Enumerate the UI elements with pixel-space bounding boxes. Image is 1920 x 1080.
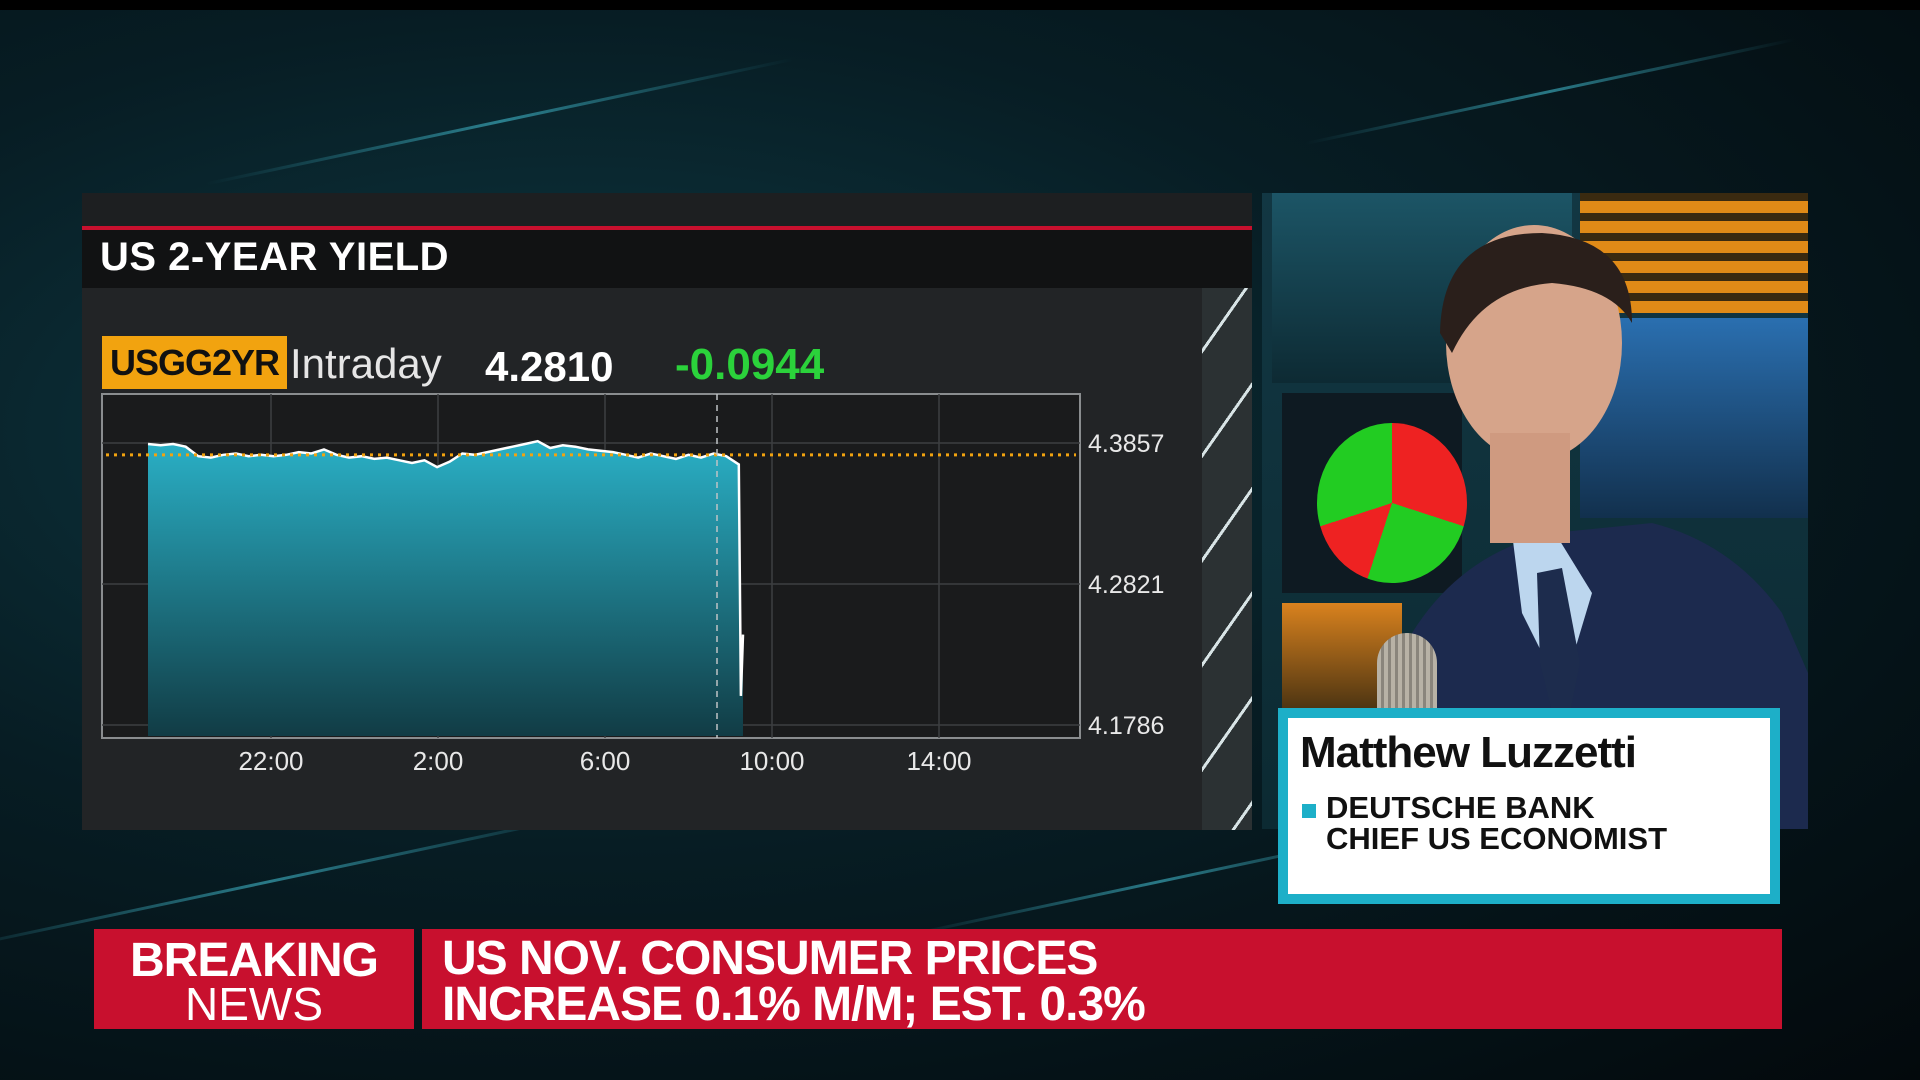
x-tick-label: 22:00 <box>238 746 303 776</box>
breaking-label: BREAKING <box>129 934 379 987</box>
panel-accent-line <box>82 226 1252 230</box>
panel-header <box>82 230 1252 288</box>
x-tick-label: 2:00 <box>413 746 464 776</box>
x-tick-label: 10:00 <box>739 746 804 776</box>
guest-lower-third: Matthew Luzzetti DEUTSCHE BANK CHIEF US … <box>1278 708 1780 904</box>
guest-lower-third-inner: Matthew Luzzetti DEUTSCHE BANK CHIEF US … <box>1288 718 1770 894</box>
current-yield: 4.2810 <box>485 343 614 390</box>
guest-title: DEUTSCHE BANK CHIEF US ECONOMIST <box>1326 792 1746 854</box>
yield-change: -0.0944 <box>675 340 825 389</box>
chart-title: US 2-YEAR YIELD <box>100 235 450 279</box>
y-tick-label: 4.1786 <box>1088 712 1164 740</box>
news-label: NEWS <box>185 978 323 1030</box>
bullet-square-icon <box>1302 804 1316 818</box>
period-label: Intraday <box>290 340 442 387</box>
guest-name: Matthew Luzzetti <box>1300 728 1637 777</box>
x-tick-label: 6:00 <box>580 746 631 776</box>
headline-line-1: US NOV. CONSUMER PRICES <box>442 932 1098 985</box>
x-tick-label: 14:00 <box>906 746 971 776</box>
y-tick-label: 4.3857 <box>1088 430 1164 458</box>
guest-title-line-2: CHIEF US ECONOMIST <box>1326 821 1668 856</box>
yield-area <box>148 441 743 736</box>
decorative-stripes <box>1202 288 1252 830</box>
y-tick-label: 4.2821 <box>1088 571 1164 599</box>
headline-banner: US NOV. CONSUMER PRICES INCREASE 0.1% M/… <box>422 929 1782 1031</box>
ticker-badge: USGG2YR <box>102 336 288 389</box>
breaking-news-badge: BREAKING NEWS <box>94 929 414 1030</box>
guest-title-line-1: DEUTSCHE BANK <box>1326 790 1595 825</box>
headline-line-2: INCREASE 0.1% M/M; EST. 0.3% <box>442 978 1146 1031</box>
pie-graphic <box>1317 423 1467 583</box>
top-letterbox-bar <box>0 0 1920 10</box>
